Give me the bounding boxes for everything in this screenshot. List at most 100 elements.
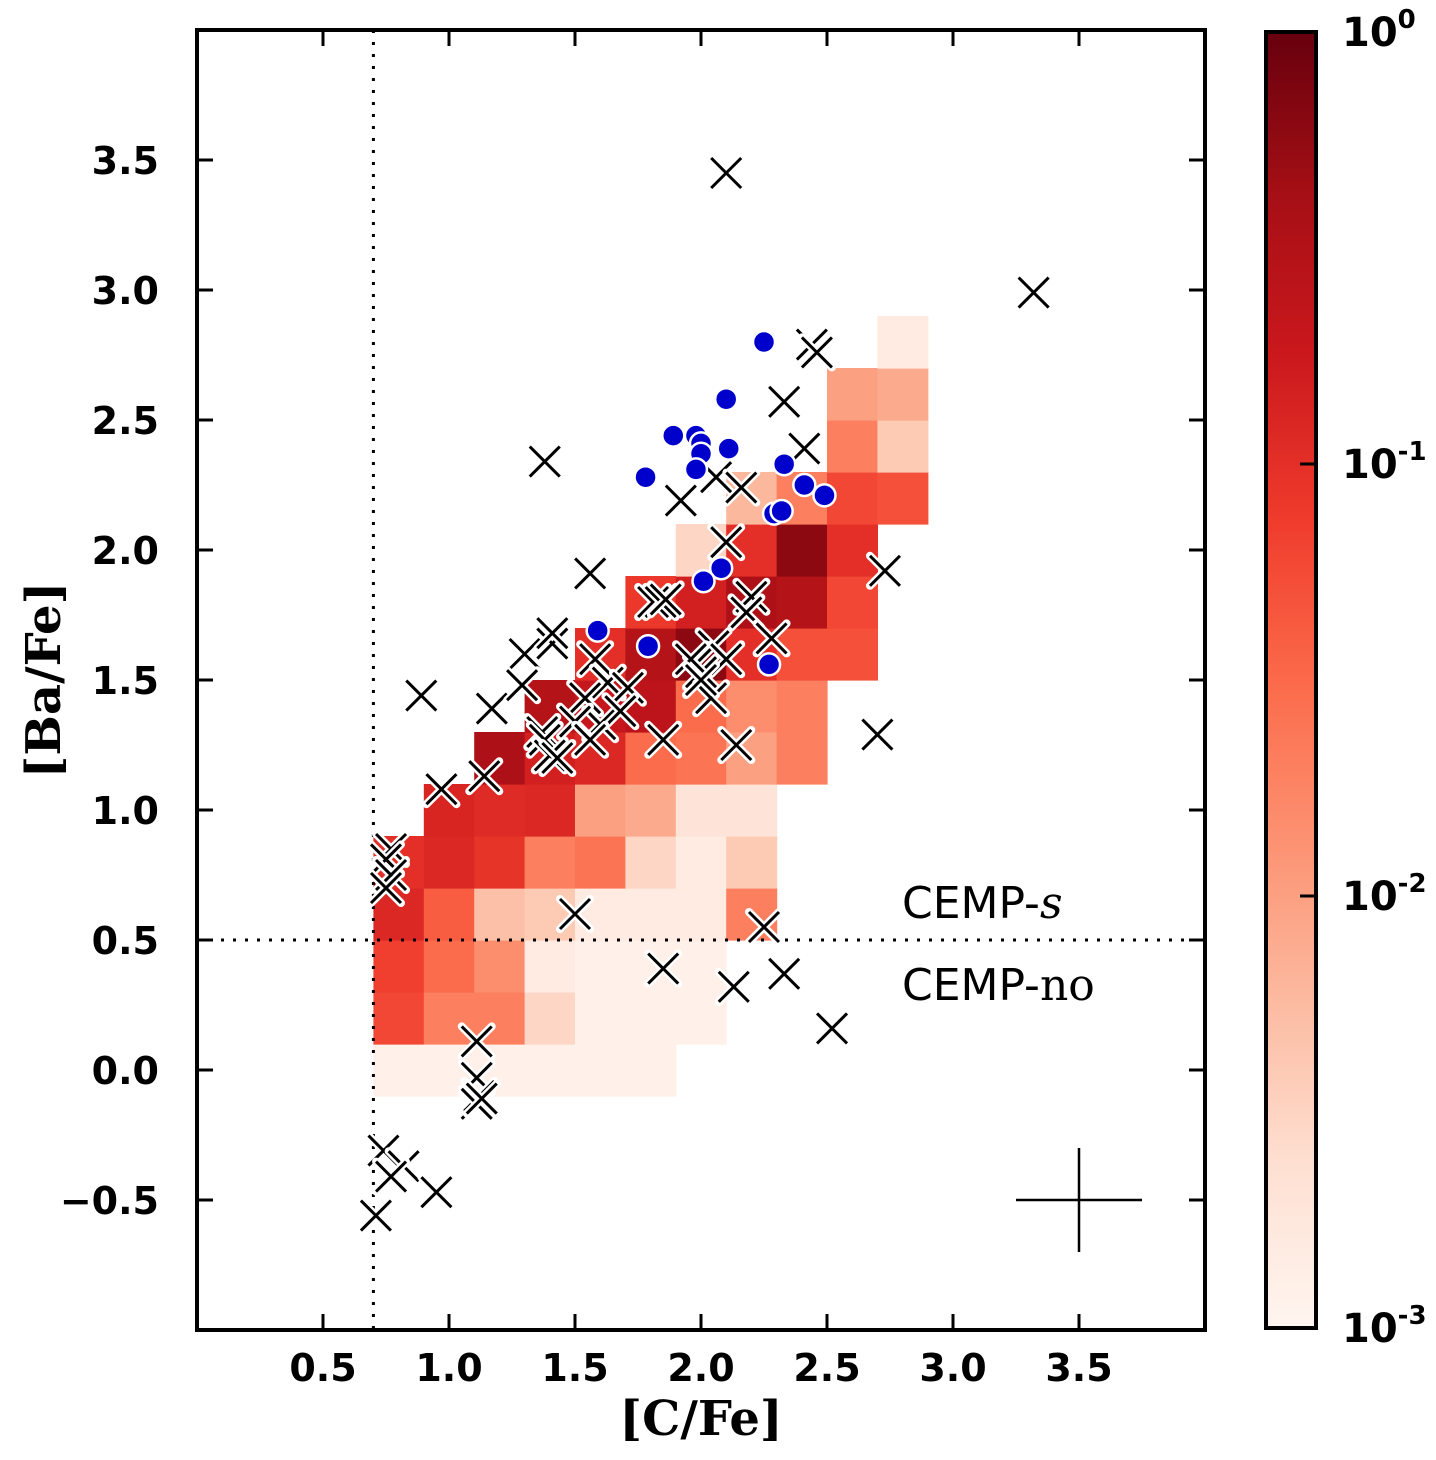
- y-tick-label: −0.5: [60, 1179, 159, 1223]
- heatmap-cell: [474, 888, 526, 941]
- heatmap-cell: [877, 472, 929, 525]
- heatmap-cell: [625, 1044, 677, 1097]
- cross-marker: [356, 1196, 395, 1235]
- cross-marker-stroke: [720, 728, 753, 762]
- cross-marker: [576, 640, 615, 679]
- cemp-s-prefix: CEMP-: [902, 878, 1040, 929]
- heatmap-cell: [675, 888, 727, 941]
- heatmap-cell: [474, 836, 526, 889]
- heatmap-cell: [373, 992, 425, 1045]
- cross-marker: [503, 666, 542, 705]
- heatmap-cell: [373, 940, 425, 993]
- cross-marker: [505, 635, 544, 673]
- cross-marker: [722, 468, 761, 507]
- heatmap-cell: [423, 836, 475, 889]
- cross-marker: [601, 692, 640, 731]
- colorbar-tick-base: 10: [1342, 874, 1398, 920]
- heatmap-cell: [474, 940, 526, 993]
- colorbar-tick-base: 10: [1342, 1306, 1398, 1352]
- cross-marker: [1014, 273, 1053, 312]
- cross-marker: [417, 1173, 456, 1212]
- circle-marker: [769, 498, 794, 524]
- cross-marker-stroke: [420, 1176, 453, 1209]
- colorbar-fill: [1266, 32, 1316, 1328]
- y-tick-label: 3.5: [92, 139, 159, 183]
- colorbar-frame: [1264, 30, 1318, 1330]
- circle-marker: [751, 329, 777, 355]
- heatmap-cell: [827, 368, 878, 421]
- cross-marker-stroke: [717, 970, 750, 1003]
- x-tick-label: 2.5: [793, 1346, 860, 1390]
- cemp-s-label: CEMP-s: [902, 878, 1063, 929]
- cross-marker-stroke: [541, 741, 574, 775]
- cross-marker-stroke: [405, 679, 438, 712]
- heatmap-cell: [776, 524, 828, 577]
- cross-marker-stroke: [684, 663, 718, 697]
- x-tick-label: 3.5: [1045, 1346, 1112, 1390]
- data-markers: [356, 154, 1053, 1235]
- cross-marker: [671, 640, 710, 679]
- cross-marker: [533, 624, 572, 663]
- colorbar-tick-exponent: 0: [1398, 5, 1416, 35]
- y-tick-label: 2.0: [92, 529, 159, 573]
- cross-marker-stroke: [1017, 276, 1050, 309]
- y-tick-label: 1.0: [92, 789, 159, 833]
- cross-marker-stroke: [674, 643, 707, 676]
- cross-marker-stroke: [710, 156, 743, 190]
- cross-marker: [661, 481, 700, 520]
- heatmap-cell: [575, 888, 626, 941]
- heatmap-cell: [675, 836, 727, 889]
- heatmap-cell: [827, 628, 878, 681]
- cross-marker: [367, 869, 405, 907]
- colorbar-tick-exponent: -3: [1398, 1301, 1427, 1331]
- cross-marker-stroke: [861, 718, 894, 751]
- cross-marker-stroke: [475, 692, 508, 725]
- heatmap-cell: [776, 732, 828, 785]
- error-bar: [1016, 1148, 1142, 1252]
- cross-marker: [571, 720, 610, 759]
- cross-marker: [745, 908, 783, 946]
- axes: 0.5 1.0 1.5 2.0 2.5 3.0 3.5 −0.5 0.0 0.5 1.0 1.5 2.0…: [60, 30, 1205, 1390]
- circle-marker: [716, 436, 741, 461]
- cross-marker-stroke: [710, 526, 743, 559]
- cross-marker: [692, 679, 731, 718]
- cross-marker-stroke: [536, 627, 569, 660]
- circle-marker: [661, 423, 686, 448]
- colorbar-tick-base: 10: [1342, 442, 1398, 488]
- y-tick-label: 3.0: [92, 269, 159, 313]
- circle-marker: [708, 555, 734, 581]
- x-axis-label: [C/Fe]: [619, 1391, 782, 1447]
- colorbar-tick-label: 10-2: [1342, 869, 1427, 920]
- circle-marker: [691, 568, 716, 594]
- cross-marker: [644, 949, 683, 988]
- heatmap-cell: [625, 836, 677, 889]
- y-axis-label: [Ba/Fe]: [16, 582, 72, 779]
- cross-marker: [813, 1009, 852, 1048]
- y-tick-label: 0.5: [92, 919, 159, 963]
- cross-marker-stroke: [359, 1199, 392, 1232]
- colorbar-tick-label: 10-1: [1342, 437, 1427, 488]
- heatmap-cell: [423, 940, 475, 993]
- cross-marker: [858, 715, 897, 754]
- cross-marker: [472, 689, 511, 728]
- cross-marker: [765, 382, 804, 421]
- cross-marker: [865, 551, 904, 590]
- cemp-no-suffix: no: [1040, 960, 1095, 1011]
- cross-marker-stroke: [508, 637, 541, 671]
- heatmap-cell: [827, 420, 878, 473]
- cross-marker-stroke: [695, 682, 728, 715]
- circle-marker: [635, 633, 661, 659]
- cross-marker-stroke: [664, 484, 697, 517]
- cross-marker-stroke: [647, 952, 680, 985]
- cross-marker-stroke: [649, 583, 682, 616]
- heatmap-cell: [524, 992, 576, 1045]
- cross-marker: [707, 154, 746, 192]
- cross-marker: [402, 676, 441, 715]
- heatmap-cell: [524, 836, 576, 889]
- circle-marker: [792, 472, 817, 498]
- cross-marker-stroke: [647, 723, 680, 756]
- cross-marker: [714, 967, 753, 1006]
- x-tick-label: 1.0: [415, 1346, 482, 1390]
- cemp-no-prefix: CEMP-: [902, 960, 1040, 1011]
